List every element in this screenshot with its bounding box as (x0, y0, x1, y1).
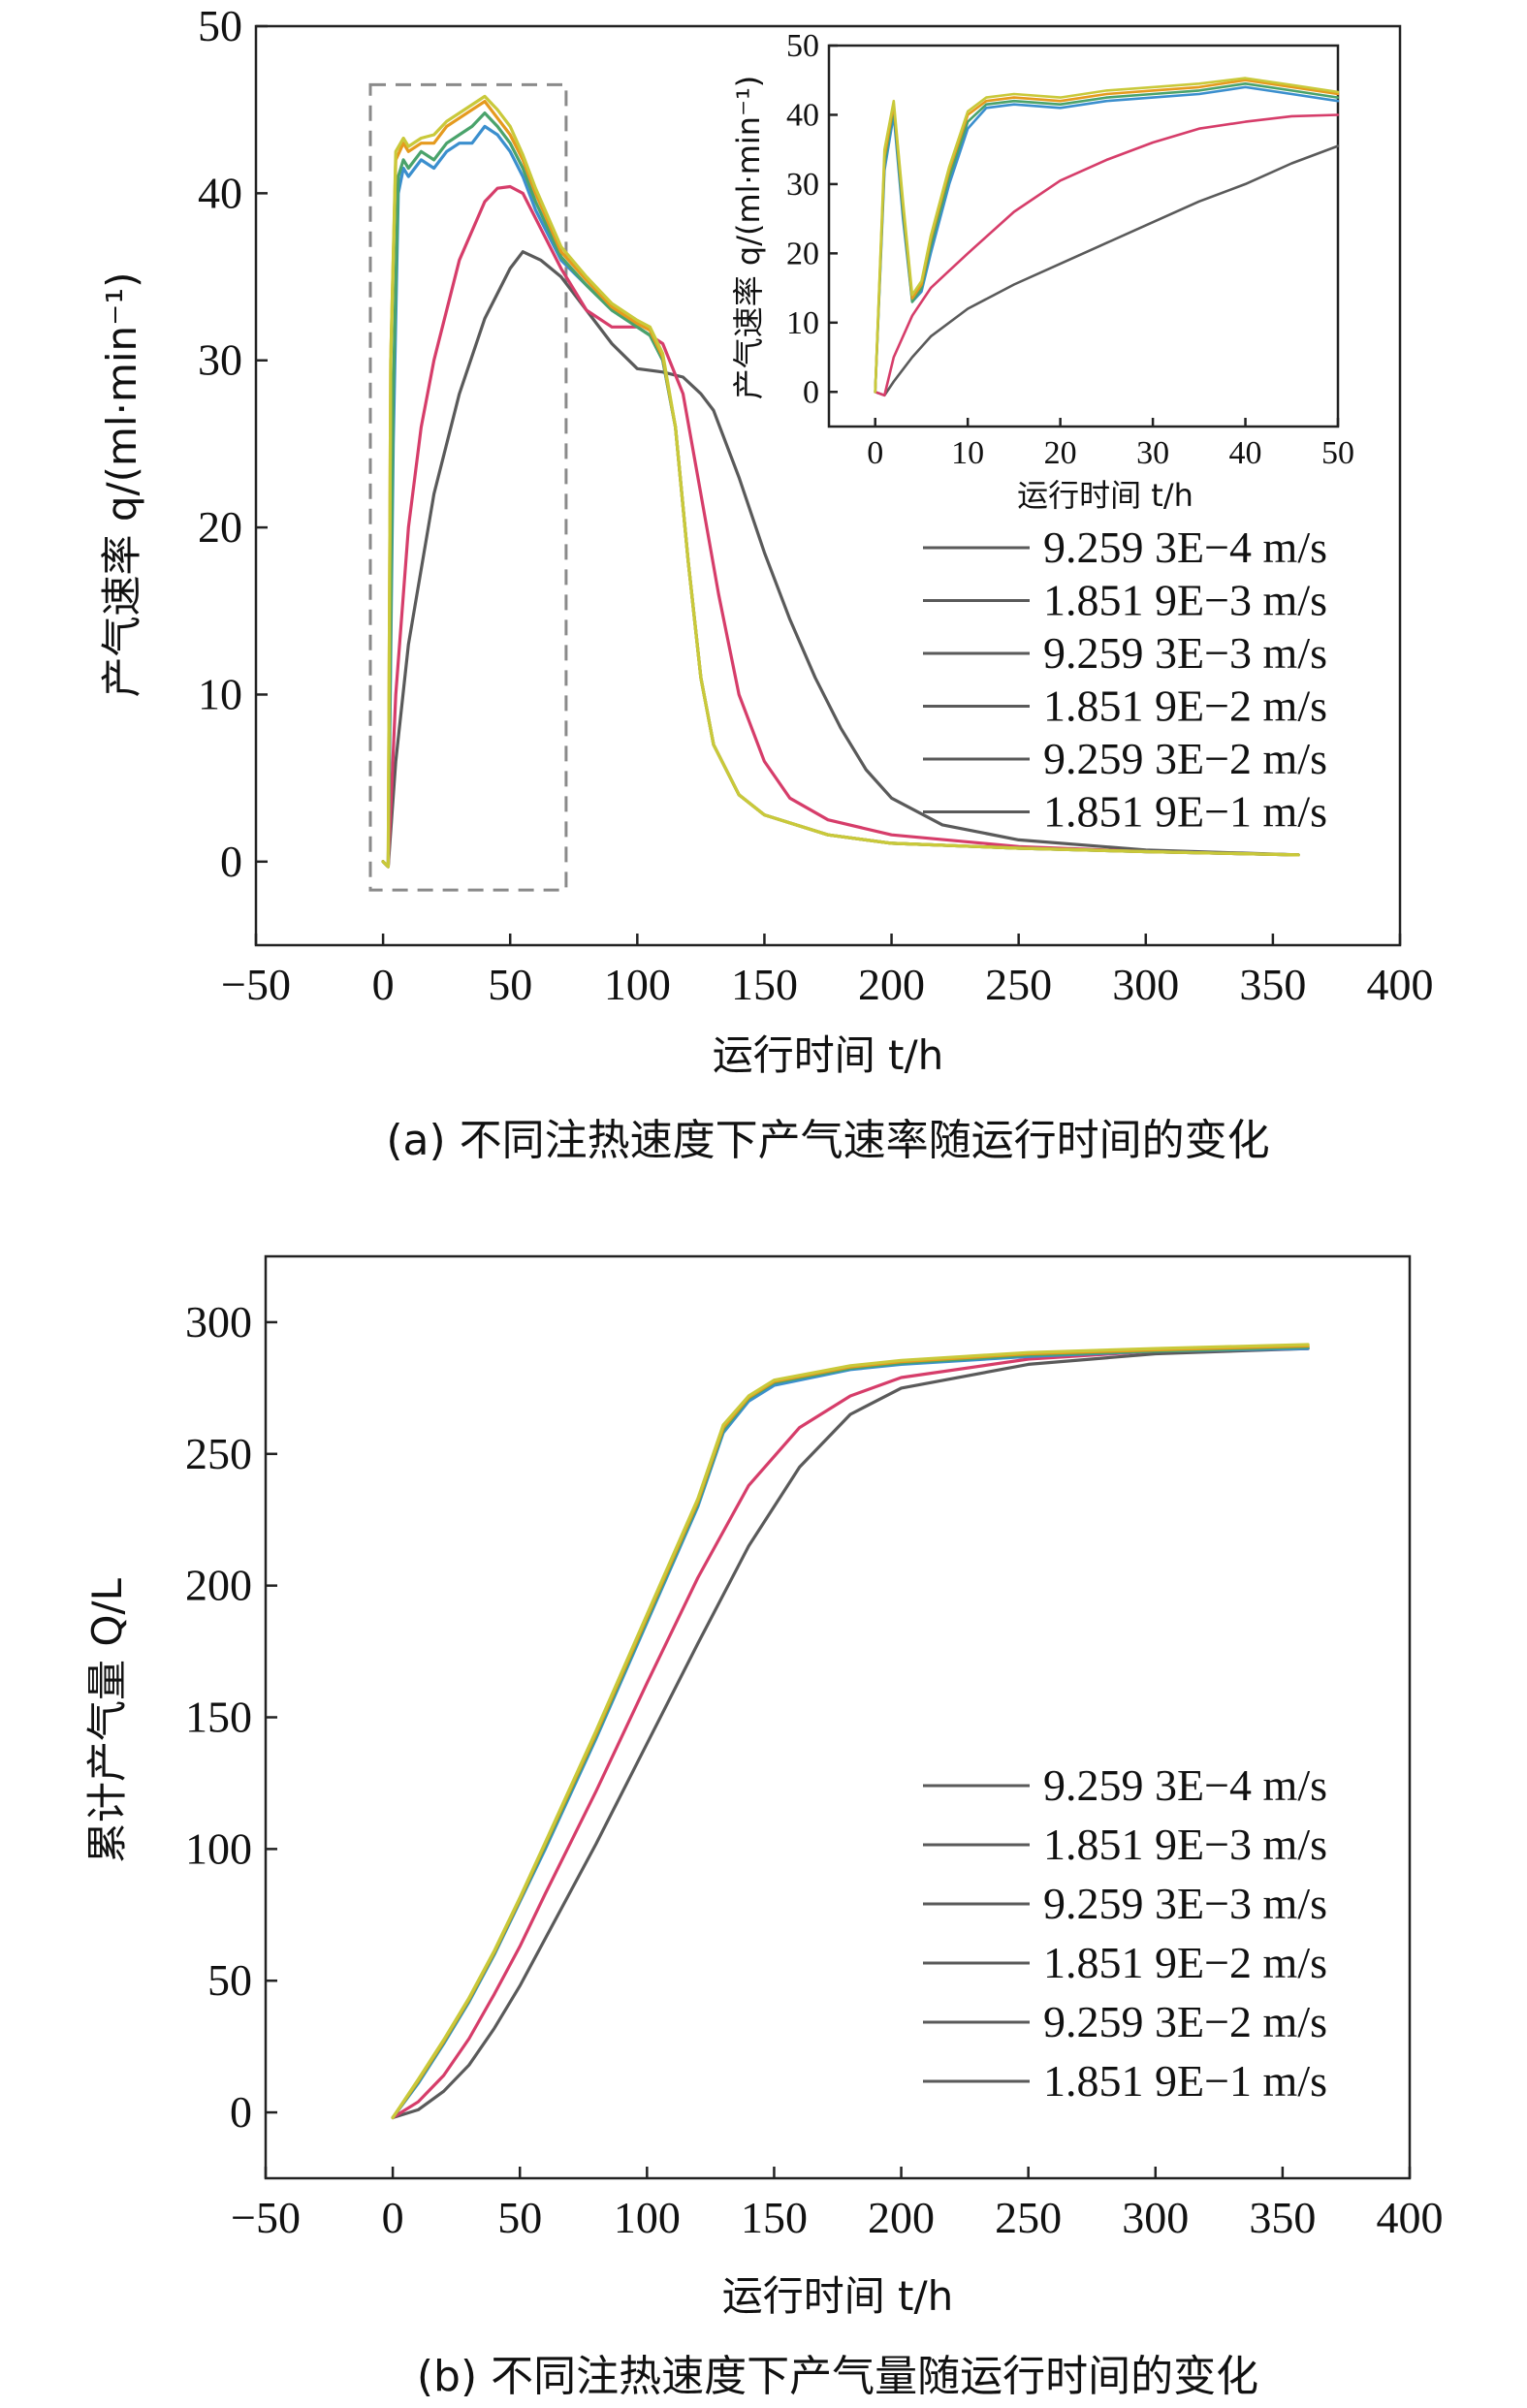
b-xtick-label: 400 (1377, 2193, 1444, 2242)
i-ytick-label: 0 (803, 374, 819, 410)
panel-a-legend: 9.259 3E−4 m/s1.851 9E−3 m/s9.259 3E−3 m… (923, 523, 1327, 837)
b-ytick-label: 250 (185, 1429, 252, 1478)
b-ytick-label: 150 (185, 1693, 252, 1742)
legend-label-5: 9.259 3E−2 m/s (1043, 1997, 1327, 2046)
i-xtick-label: 20 (1044, 435, 1077, 471)
b-ytick-label: 200 (185, 1561, 252, 1610)
panel-b-legend: 9.259 3E−4 m/s 1.851 9E−3 m/s 9.259 3E−3 m… (923, 1760, 1327, 2106)
panel-b-series (391, 1343, 1310, 2120)
legend-label-2: 1.851 9E−3 m/s (1043, 576, 1327, 625)
a-ytick-label: 40 (198, 168, 242, 217)
legend-label-2: 1.851 9E−3 m/s (1043, 1820, 1327, 1869)
b-xtick-label: 200 (868, 2193, 935, 2242)
i-ytick-label: 30 (786, 167, 819, 203)
i-xtick-label: 0 (867, 435, 883, 471)
inset-chart: 0 10 20 30 40 50 0 10 20 30 40 50 运行时间 t/h 产气速率 q/… (730, 28, 1354, 514)
legend-label-3: 9.259 3E−3 m/s (1043, 1879, 1327, 1928)
a-ytick-label: 50 (198, 1, 242, 50)
b-ytick-label: 50 (207, 1955, 252, 2005)
legend-label-1: 9.259 3E−4 m/s (1043, 1760, 1327, 1810)
panel-b-y-axis-label: 累计产气量 Q/L (83, 1577, 131, 1863)
legend-label-6: 1.851 9E−1 m/s (1043, 787, 1327, 837)
i-xtick-label: 10 (951, 435, 984, 471)
b-ytick-label: 300 (185, 1297, 252, 1347)
inset-frame (827, 44, 1340, 428)
b-series-line-6 (391, 1343, 1310, 2120)
highlight-box (368, 82, 568, 892)
a-series-line-2 (381, 184, 1300, 869)
panel-a-y-axis-label: 产气速率 q/(ml·min⁻¹) (98, 271, 145, 697)
legend-label-5: 9.259 3E−2 m/s (1043, 734, 1327, 783)
a-ytick-label: 0 (220, 837, 242, 886)
a-ytick-label: 20 (198, 502, 242, 552)
a-xtick-label: 400 (1367, 960, 1434, 1009)
inset-background (834, 46, 1338, 427)
panel-a-caption: (a) 不同注热速度下产气速率随运行时间的变化 (386, 1116, 1269, 1165)
panel-b-x-ticks: −50 0 50 100 150 200 250 300 350 400 (231, 2167, 1444, 2242)
i-series-line-2 (874, 113, 1340, 397)
a-xtick-label: 200 (858, 960, 925, 1009)
a-series-line-1 (381, 250, 1300, 869)
b-xtick-label: 100 (614, 2193, 681, 2242)
inset-series (874, 77, 1340, 397)
i-xtick-label: 30 (1136, 435, 1169, 471)
i-series-line-1 (874, 144, 1340, 397)
inset-y-axis-label: 产气速率 q/(ml·min⁻¹) (730, 76, 767, 400)
a-xtick-label: 100 (604, 960, 671, 1009)
panel-b: 0 50 100 150 200 250 300 −50 0 50 100 150 200 250 300… (83, 1254, 1444, 2401)
legend-label-1: 9.259 3E−4 m/s (1043, 523, 1327, 572)
inset-x-axis-label: 运行时间 t/h (1017, 477, 1193, 514)
i-ytick-label: 40 (786, 97, 819, 133)
a-xtick-label: 300 (1112, 960, 1179, 1009)
a-ytick-label: 30 (198, 335, 242, 385)
panel-b-x-axis-label: 运行时间 t/h (722, 2272, 954, 2320)
i-ytick-label: 20 (786, 236, 819, 271)
a-xtick-label: −50 (221, 960, 291, 1009)
i-ytick-label: 10 (786, 305, 819, 341)
panel-a-y-ticks: 0 10 20 30 40 50 (198, 1, 268, 886)
b-ytick-label: 0 (230, 2087, 252, 2137)
a-ytick-label: 10 (198, 669, 242, 718)
b-xtick-label: 0 (382, 2193, 404, 2242)
i-series-line-6 (874, 77, 1340, 394)
panel-a-x-axis-label: 运行时间 t/h (713, 1031, 944, 1079)
b-ytick-label: 100 (185, 1823, 252, 1873)
inset-x-ticks: 0 10 20 30 40 50 (867, 418, 1354, 471)
panel-b-y-ticks: 0 50 100 150 200 250 300 (185, 1297, 277, 2137)
panel-b-caption: (b) 不同注热速度下产气量随运行时间的变化 (417, 2352, 1258, 2401)
inset-y-ticks: 0 10 20 30 40 50 (786, 28, 838, 410)
legend-label-6: 1.851 9E−1 m/s (1043, 2056, 1327, 2106)
panel-a-frame (254, 24, 1402, 947)
panel-a-series (381, 94, 1300, 869)
b-xtick-label: 300 (1122, 2193, 1189, 2242)
a-xtick-label: 0 (372, 960, 395, 1009)
b-series-line-1 (391, 1347, 1310, 2120)
b-xtick-label: 150 (741, 2193, 808, 2242)
legend-label-4: 1.851 9E−2 m/s (1043, 681, 1327, 731)
b-xtick-label: 350 (1249, 2193, 1316, 2242)
legend-label-3: 9.259 3E−3 m/s (1043, 628, 1327, 678)
a-xtick-label: 50 (488, 960, 532, 1009)
i-ytick-label: 50 (786, 28, 819, 64)
a-xtick-label: 250 (985, 960, 1052, 1009)
i-xtick-label: 40 (1229, 435, 1262, 471)
i-xtick-label: 50 (1321, 435, 1354, 471)
a-series-line-6 (381, 94, 1300, 869)
panel-a-x-ticks: −50 0 50 100 150 200 250 300 350 400 (221, 934, 1434, 1009)
a-xtick-label: 150 (731, 960, 798, 1009)
legend-label-4: 1.851 9E−2 m/s (1043, 1938, 1327, 1987)
b-series-line-2 (391, 1347, 1310, 2120)
a-xtick-label: 350 (1239, 960, 1306, 1009)
b-xtick-label: 250 (995, 2193, 1062, 2242)
b-xtick-label: −50 (231, 2193, 301, 2242)
b-xtick-label: 50 (497, 2193, 542, 2242)
